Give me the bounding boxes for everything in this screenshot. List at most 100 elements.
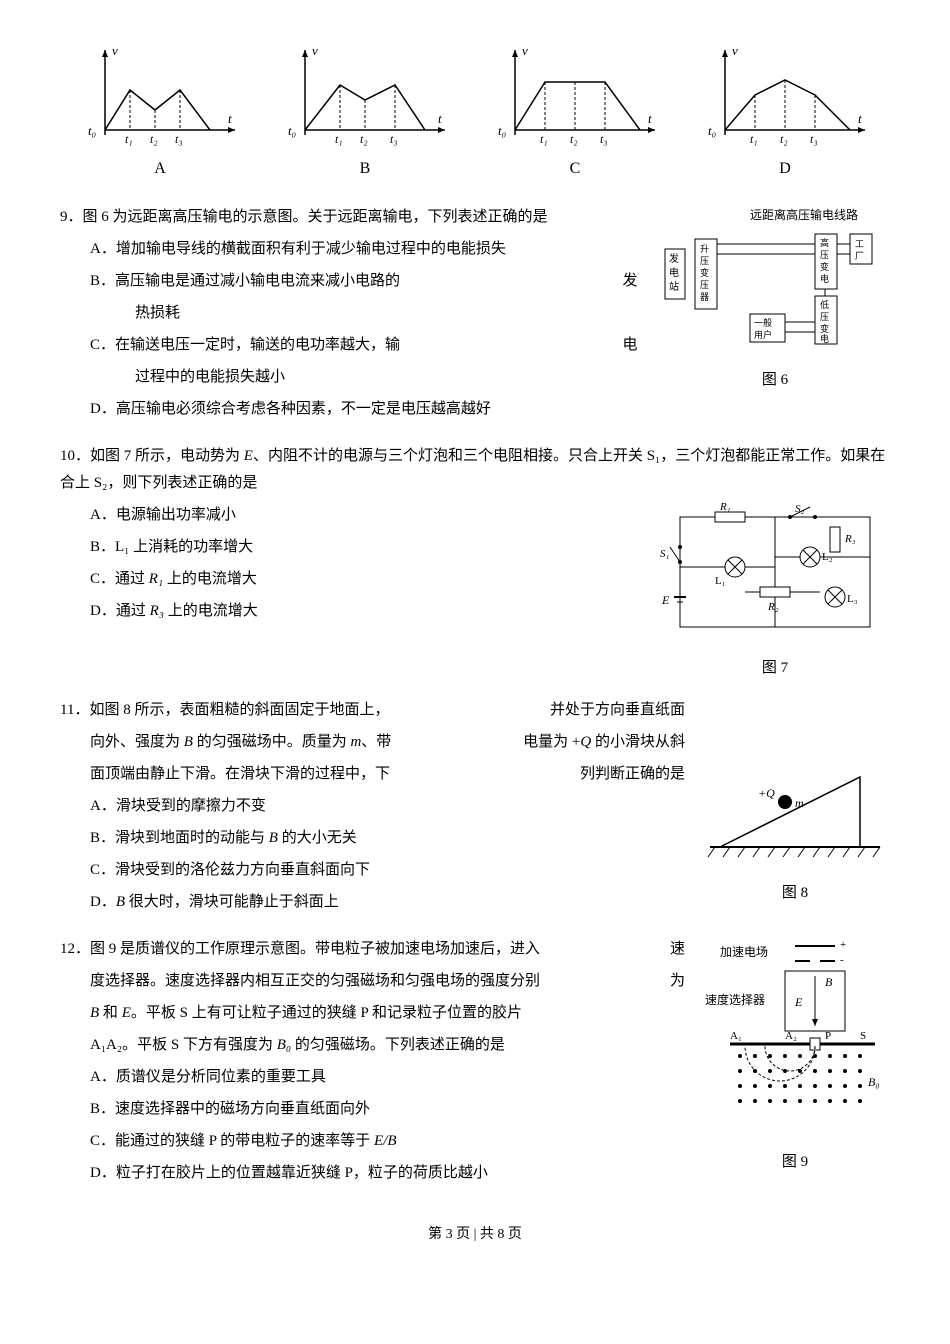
svg-text:L₃: L₃ <box>847 593 858 605</box>
svg-text:t₀: t₀ <box>288 123 296 138</box>
svg-text:工: 工 <box>855 239 864 249</box>
svg-text:低: 低 <box>820 299 829 310</box>
figure-6-label: 图 6 <box>660 367 890 394</box>
graph-b-svg: v t₀ t t₁ t₂ t₃ <box>280 40 450 150</box>
figure-7-svg: R₁ S₂ R₃ L₂ L₁ R₂ <box>660 502 890 642</box>
svg-text:t₃: t₃ <box>390 132 398 146</box>
svg-text:加速电场: 加速电场 <box>720 945 768 959</box>
svg-text:R₂: R₂ <box>767 601 779 613</box>
svg-text:+: + <box>840 939 846 951</box>
svg-text:t₀: t₀ <box>498 123 506 138</box>
svg-text:t₃: t₃ <box>175 132 183 146</box>
svg-text:B₀: B₀ <box>868 1075 880 1089</box>
svg-text:A₂: A₂ <box>785 1030 797 1042</box>
question-11: +Q m 图 8 11．如图 8 所示，表面粗糙的斜面固定于地面上，并处于方向垂… <box>60 697 890 921</box>
svg-text:速度选择器: 速度选择器 <box>705 992 765 1007</box>
figure-6: 远距离高压输电线路 发 电 站 升压变压器 高压变电 工厂 低压变电 一般用户 … <box>660 204 890 394</box>
svg-text:远距离高压输电线路: 远距离高压输电线路 <box>750 207 858 222</box>
question-10: 10．如图 7 所示，电动势为 E、内阻不计的电源与三个灯泡和三个电阻相接。只合… <box>60 443 890 682</box>
question-12: + - 加速电场 速度选择器 E B A₁ A₂ P S <box>60 936 890 1192</box>
svg-text:R₁: R₁ <box>719 502 731 513</box>
svg-text:升: 升 <box>700 244 709 254</box>
svg-text:变: 变 <box>820 261 829 272</box>
svg-text:-: - <box>840 954 844 966</box>
axis-t0: t₀ <box>88 123 96 138</box>
svg-text:v: v <box>522 43 528 58</box>
svg-text:m: m <box>795 796 804 810</box>
q10-stem: 10．如图 7 所示，电动势为 E、内阻不计的电源与三个灯泡和三个电阻相接。只合… <box>60 443 890 497</box>
svg-text:t₃: t₃ <box>600 132 608 146</box>
svg-text:压: 压 <box>820 312 829 322</box>
svg-text:S: S <box>860 1030 866 1042</box>
q11-stem-2: 向外、强度为 B 的匀强磁场中。质量为 m、带电量为 +Q 的小滑块从斜 <box>60 729 890 756</box>
svg-text:v: v <box>732 43 738 58</box>
svg-text:t: t <box>858 111 862 126</box>
svg-text:压: 压 <box>700 280 709 290</box>
figure-8: +Q m 图 8 <box>700 757 890 907</box>
graph-c-label: C <box>570 155 581 184</box>
svg-text:t₂: t₂ <box>780 132 788 146</box>
svg-text:电: 电 <box>820 333 829 344</box>
svg-text:厂: 厂 <box>855 251 864 261</box>
svg-text:E: E <box>661 593 670 607</box>
svg-text:S₁: S₁ <box>660 548 670 560</box>
svg-text:电: 电 <box>669 266 679 279</box>
page-footer: 第 3 页 | 共 8 页 <box>60 1222 890 1247</box>
q9-opt-d: D．高压输电必须综合考虑各种因素，不一定是电压越高越好 <box>90 396 890 423</box>
svg-text:变: 变 <box>700 267 709 278</box>
graph-d: v t₀ t t₁ t₂ t₃ D <box>700 40 870 184</box>
svg-text:v: v <box>312 43 318 58</box>
svg-text:R₃: R₃ <box>844 533 856 545</box>
graph-d-svg: v t₀ t t₁ t₂ t₃ <box>700 40 870 150</box>
svg-text:一般: 一般 <box>754 317 772 328</box>
svg-text:压: 压 <box>700 256 709 266</box>
svg-text:t₁: t₁ <box>750 132 758 146</box>
svg-text:发: 发 <box>669 252 679 265</box>
svg-text:L₁: L₁ <box>715 575 726 587</box>
svg-text:t₂: t₂ <box>360 132 368 146</box>
graph-a-label: A <box>154 155 166 184</box>
svg-text:站: 站 <box>669 280 679 293</box>
svg-text:E: E <box>794 995 803 1009</box>
figure-7-label: 图 7 <box>660 655 890 682</box>
svg-text:S₂: S₂ <box>795 503 805 515</box>
svg-text:高: 高 <box>820 237 829 248</box>
svg-text:A₁: A₁ <box>730 1030 742 1042</box>
graph-c-svg: v t₀ t t₁ t₂ t₃ <box>490 40 660 150</box>
figure-7: R₁ S₂ R₃ L₂ L₁ R₂ <box>660 502 890 682</box>
svg-text:t₁: t₁ <box>540 132 548 146</box>
figure-9-label: 图 9 <box>700 1149 890 1176</box>
svg-text:t₁: t₁ <box>335 132 343 146</box>
svg-text:t₀: t₀ <box>708 123 716 138</box>
graph-b-label: B <box>360 155 371 184</box>
svg-text:电: 电 <box>820 273 829 284</box>
svg-text:t: t <box>438 111 442 126</box>
svg-text:变: 变 <box>820 323 829 334</box>
axis-v: v <box>112 43 118 58</box>
vt-graphs-row: v t₀ t t₁ t₂ t₃ A v t₀ t t₁ <box>60 40 890 184</box>
svg-text:t₁: t₁ <box>125 132 133 146</box>
figure-6-svg: 远距离高压输电线路 发 电 站 升压变压器 高压变电 工厂 低压变电 一般用户 <box>660 204 890 354</box>
svg-text:用户: 用户 <box>754 329 772 340</box>
figure-9: + - 加速电场 速度选择器 E B A₁ A₂ P S <box>700 936 890 1176</box>
svg-text:器: 器 <box>700 292 709 302</box>
svg-text:压: 压 <box>820 250 829 260</box>
svg-text:t₃: t₃ <box>810 132 818 146</box>
svg-text:t: t <box>648 111 652 126</box>
figure-8-label: 图 8 <box>700 880 890 907</box>
figure-9-svg: + - 加速电场 速度选择器 E B A₁ A₂ P S <box>700 936 890 1136</box>
svg-text:+Q: +Q <box>758 786 775 800</box>
graph-b: v t₀ t t₁ t₂ t₃ B <box>280 40 450 184</box>
question-9: 远距离高压输电线路 发 电 站 升压变压器 高压变电 工厂 低压变电 一般用户 … <box>60 204 890 428</box>
svg-text:t: t <box>228 111 232 126</box>
graph-c: v t₀ t t₁ t₂ t₃ C <box>490 40 660 184</box>
svg-text:t₂: t₂ <box>150 132 158 146</box>
graph-a: v t₀ t t₁ t₂ t₃ A <box>80 40 240 184</box>
q11-stem-1: 11．如图 8 所示，表面粗糙的斜面固定于地面上，并处于方向垂直纸面 <box>60 697 890 724</box>
graph-a-svg: v t₀ t t₁ t₂ t₃ <box>80 40 240 150</box>
svg-text:t₂: t₂ <box>570 132 578 146</box>
svg-text:B: B <box>825 975 833 989</box>
figure-8-svg: +Q m <box>700 757 890 867</box>
svg-text:P: P <box>825 1030 831 1042</box>
graph-d-label: D <box>779 155 791 184</box>
